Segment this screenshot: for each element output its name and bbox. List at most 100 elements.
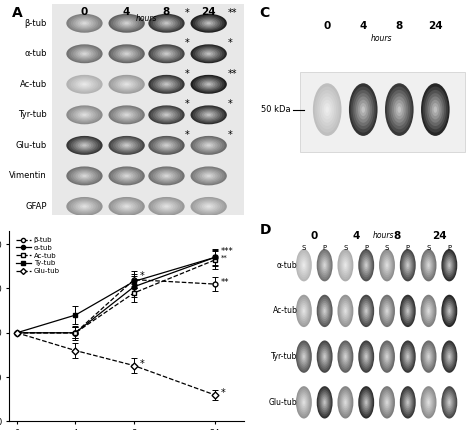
Ellipse shape bbox=[421, 342, 436, 371]
Ellipse shape bbox=[299, 255, 309, 275]
Ellipse shape bbox=[401, 251, 415, 280]
Bar bbox=[300, 72, 465, 152]
Ellipse shape bbox=[448, 355, 450, 359]
Ellipse shape bbox=[301, 396, 307, 408]
Ellipse shape bbox=[426, 350, 431, 362]
Ellipse shape bbox=[317, 341, 333, 373]
Ellipse shape bbox=[151, 137, 182, 154]
Ellipse shape bbox=[427, 307, 430, 315]
Ellipse shape bbox=[401, 297, 415, 325]
Ellipse shape bbox=[69, 168, 100, 184]
Ellipse shape bbox=[300, 394, 308, 411]
Ellipse shape bbox=[319, 255, 329, 275]
Ellipse shape bbox=[359, 251, 373, 280]
Ellipse shape bbox=[356, 96, 370, 123]
Ellipse shape bbox=[200, 202, 218, 211]
Ellipse shape bbox=[321, 303, 328, 319]
Ellipse shape bbox=[197, 200, 220, 212]
Ellipse shape bbox=[344, 353, 347, 361]
Ellipse shape bbox=[339, 344, 351, 369]
Ellipse shape bbox=[299, 301, 309, 321]
Ellipse shape bbox=[420, 295, 437, 327]
Ellipse shape bbox=[432, 103, 439, 116]
Ellipse shape bbox=[80, 174, 89, 178]
Ellipse shape bbox=[358, 341, 374, 373]
Ellipse shape bbox=[195, 16, 222, 31]
Ellipse shape bbox=[71, 169, 98, 183]
Ellipse shape bbox=[447, 261, 451, 269]
Ellipse shape bbox=[299, 392, 309, 412]
Ellipse shape bbox=[423, 253, 435, 277]
Ellipse shape bbox=[342, 396, 348, 408]
Ellipse shape bbox=[111, 107, 143, 123]
Ellipse shape bbox=[394, 100, 405, 120]
Ellipse shape bbox=[191, 14, 227, 33]
Ellipse shape bbox=[421, 251, 436, 280]
Ellipse shape bbox=[191, 197, 227, 216]
Ellipse shape bbox=[342, 350, 348, 362]
Ellipse shape bbox=[122, 174, 131, 178]
Ellipse shape bbox=[153, 200, 180, 214]
Ellipse shape bbox=[382, 255, 392, 275]
Ellipse shape bbox=[404, 257, 412, 273]
Ellipse shape bbox=[403, 255, 413, 275]
Ellipse shape bbox=[148, 75, 185, 94]
Ellipse shape bbox=[118, 171, 136, 181]
Ellipse shape bbox=[322, 100, 333, 120]
Ellipse shape bbox=[424, 255, 434, 275]
Ellipse shape bbox=[358, 386, 374, 418]
Ellipse shape bbox=[354, 93, 372, 126]
Ellipse shape bbox=[151, 168, 182, 184]
Ellipse shape bbox=[427, 398, 430, 406]
Ellipse shape bbox=[319, 301, 329, 321]
Ellipse shape bbox=[298, 344, 310, 369]
Ellipse shape bbox=[360, 253, 372, 277]
Ellipse shape bbox=[71, 77, 98, 92]
Ellipse shape bbox=[162, 113, 171, 117]
Ellipse shape bbox=[322, 350, 328, 362]
Ellipse shape bbox=[124, 52, 129, 55]
Ellipse shape bbox=[75, 110, 93, 120]
Ellipse shape bbox=[322, 396, 328, 408]
Ellipse shape bbox=[195, 47, 222, 61]
Ellipse shape bbox=[447, 396, 452, 408]
Ellipse shape bbox=[296, 386, 312, 418]
Ellipse shape bbox=[160, 81, 173, 88]
Ellipse shape bbox=[82, 83, 87, 86]
Ellipse shape bbox=[380, 388, 394, 417]
Ellipse shape bbox=[115, 170, 138, 182]
Ellipse shape bbox=[206, 175, 211, 177]
Ellipse shape bbox=[324, 263, 326, 267]
Ellipse shape bbox=[362, 106, 365, 113]
Ellipse shape bbox=[407, 400, 409, 404]
Ellipse shape bbox=[206, 83, 211, 86]
Ellipse shape bbox=[200, 80, 218, 89]
Ellipse shape bbox=[111, 168, 143, 184]
Ellipse shape bbox=[323, 261, 327, 269]
Ellipse shape bbox=[340, 255, 350, 275]
Ellipse shape bbox=[362, 257, 370, 273]
Ellipse shape bbox=[301, 259, 307, 271]
Ellipse shape bbox=[446, 349, 453, 365]
Ellipse shape bbox=[75, 18, 93, 28]
Ellipse shape bbox=[344, 307, 347, 315]
Ellipse shape bbox=[353, 90, 374, 129]
Ellipse shape bbox=[407, 263, 409, 267]
Text: **: ** bbox=[220, 255, 227, 261]
Text: P: P bbox=[447, 245, 451, 251]
Text: 4: 4 bbox=[360, 21, 367, 31]
Ellipse shape bbox=[71, 16, 98, 31]
Ellipse shape bbox=[339, 299, 351, 323]
Ellipse shape bbox=[345, 263, 346, 267]
Ellipse shape bbox=[403, 392, 413, 412]
Ellipse shape bbox=[360, 103, 367, 116]
Ellipse shape bbox=[340, 392, 350, 412]
Text: 0: 0 bbox=[81, 7, 88, 18]
Ellipse shape bbox=[384, 350, 390, 362]
Ellipse shape bbox=[405, 350, 411, 362]
Ellipse shape bbox=[385, 83, 414, 136]
Ellipse shape bbox=[109, 166, 145, 185]
Ellipse shape bbox=[383, 394, 391, 411]
Ellipse shape bbox=[66, 75, 103, 94]
Ellipse shape bbox=[442, 297, 456, 325]
